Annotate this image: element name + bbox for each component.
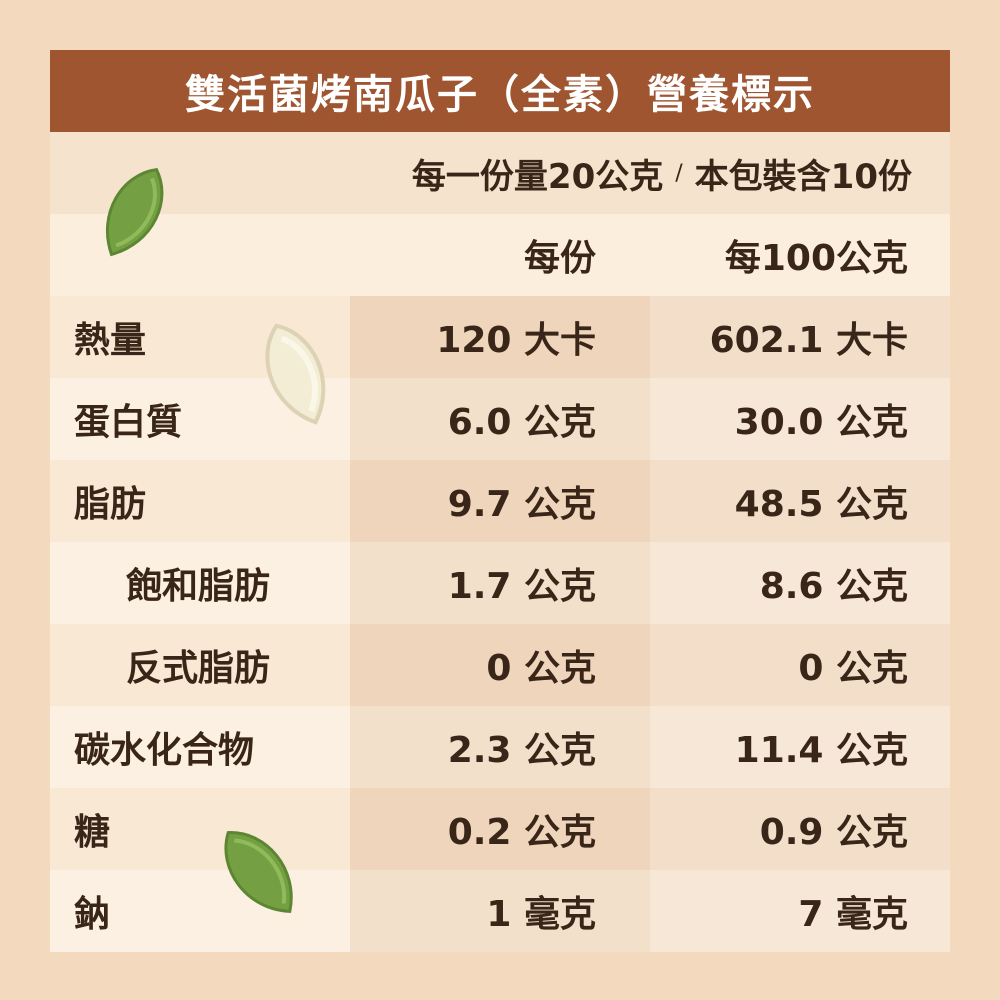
- serving-size: 每一份量20公克: [411, 156, 664, 197]
- servings-per-pack: 本包裝含10份: [694, 156, 912, 197]
- value-per-100g: 7 毫克: [650, 870, 950, 952]
- value-per-100g: 0 公克: [650, 624, 950, 706]
- value-per-serving: 120 大卡: [350, 296, 650, 378]
- nutrient-name: 糖: [50, 788, 350, 870]
- value-per-serving: 2.3 公克: [350, 706, 650, 788]
- table-row: 反式脂肪 0 公克 0 公克: [50, 624, 950, 706]
- value-per-serving: 9.7 公克: [350, 460, 650, 542]
- header-per-serving: 每份: [523, 238, 596, 279]
- value-per-serving: 6.0 公克: [350, 378, 650, 460]
- value-per-serving: 0 公克: [350, 624, 650, 706]
- nutrient-name: 飽和脂肪: [50, 542, 350, 624]
- table-row: 脂肪 9.7 公克 48.5 公克: [50, 460, 950, 542]
- table-row: 糖 0.2 公克 0.9 公克: [50, 788, 950, 870]
- value-per-100g: 11.4 公克: [650, 706, 950, 788]
- nutrient-name: 鈉: [50, 870, 350, 952]
- nutrient-name: 熱量: [50, 296, 350, 378]
- table-header: 每份 每100公克: [50, 214, 950, 296]
- serving-separator: /: [675, 160, 683, 186]
- value-per-100g: 48.5 公克: [650, 460, 950, 542]
- header-per-100g: 每100公克: [724, 238, 908, 279]
- table-row: 鈉 1 毫克 7 毫克: [50, 870, 950, 952]
- serving-info: 每一份量20公克 / 本包裝含10份: [50, 132, 950, 214]
- header-blank: [50, 214, 350, 296]
- value-per-serving: 1.7 公克: [350, 542, 650, 624]
- nutrition-label: 雙活菌烤南瓜子（全素）營養標示 每一份量20公克 / 本包裝含10份 每份 每1…: [50, 50, 950, 952]
- value-per-serving: 1 毫克: [350, 870, 650, 952]
- table-row: 碳水化合物 2.3 公克 11.4 公克: [50, 706, 950, 788]
- value-per-100g: 602.1 大卡: [650, 296, 950, 378]
- nutrient-name: 反式脂肪: [50, 624, 350, 706]
- value-per-100g: 30.0 公克: [650, 378, 950, 460]
- table-row: 熱量 120 大卡 602.1 大卡: [50, 296, 950, 378]
- table-row: 蛋白質 6.0 公克 30.0 公克: [50, 378, 950, 460]
- value-per-100g: 8.6 公克: [650, 542, 950, 624]
- nutrient-name: 脂肪: [50, 460, 350, 542]
- nutrient-name: 蛋白質: [50, 378, 350, 460]
- value-per-serving: 0.2 公克: [350, 788, 650, 870]
- label-title: 雙活菌烤南瓜子（全素）營養標示: [50, 50, 950, 132]
- table-row: 飽和脂肪 1.7 公克 8.6 公克: [50, 542, 950, 624]
- nutrient-name: 碳水化合物: [50, 706, 350, 788]
- value-per-100g: 0.9 公克: [650, 788, 950, 870]
